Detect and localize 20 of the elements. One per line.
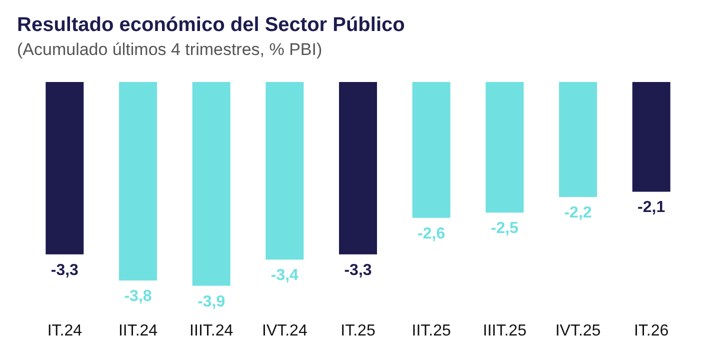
x-tick-label: IIT.24 (118, 322, 158, 340)
x-tick-label: IT.26 (634, 322, 669, 340)
data-label: -2,6 (418, 225, 446, 242)
x-tick-label: IVT.25 (555, 322, 601, 340)
data-label: -3,3 (50, 262, 79, 279)
x-tick-label: IIT.25 (412, 322, 451, 340)
data-label: -3,4 (270, 267, 299, 284)
data-label: -2,1 (638, 199, 666, 216)
x-tick-label: IIIT.25 (482, 322, 527, 340)
data-label: -3,3 (344, 262, 372, 279)
chart-subtitle: (Acumulado últimos 4 trimestres, % PBI) (17, 40, 322, 59)
x-tick-label: IT.25 (340, 322, 376, 340)
chart-title: Resultado económico del Sector Público (17, 14, 405, 36)
data-label: -3,9 (198, 293, 226, 310)
x-tick-label: IT.24 (47, 322, 82, 340)
data-label: -3,8 (124, 288, 152, 306)
x-tick-label: IVT.24 (262, 322, 308, 340)
x-tick-label: IIIT.24 (190, 322, 234, 340)
data-label: -2,2 (564, 204, 592, 222)
data-label: -2,5 (490, 220, 519, 238)
